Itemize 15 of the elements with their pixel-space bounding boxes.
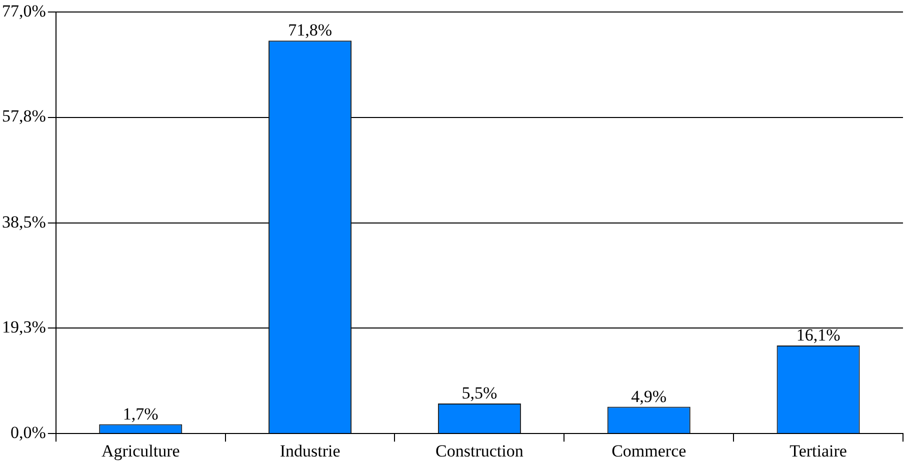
x-tick-label: Agriculture	[101, 441, 180, 460]
y-tick-label: 57,8%	[2, 106, 46, 126]
y-tick-label: 19,3%	[2, 317, 46, 336]
x-tick-label: Commerce	[612, 441, 686, 460]
data-label: 71,8%	[288, 20, 332, 40]
x-tick-label: Construction	[436, 441, 524, 460]
y-tick-label: 0,0%	[10, 423, 46, 442]
data-label: 16,1%	[796, 325, 840, 344]
x-tick-label: Industrie	[280, 441, 340, 460]
y-tick-label: 77,0%	[2, 2, 46, 21]
y-tick-label: 38,5%	[2, 212, 46, 232]
x-tick-label: Tertiaire	[790, 441, 847, 460]
data-label: 5,5%	[462, 383, 498, 402]
data-label: 1,7%	[122, 404, 158, 424]
data-label: 4,9%	[631, 386, 667, 406]
